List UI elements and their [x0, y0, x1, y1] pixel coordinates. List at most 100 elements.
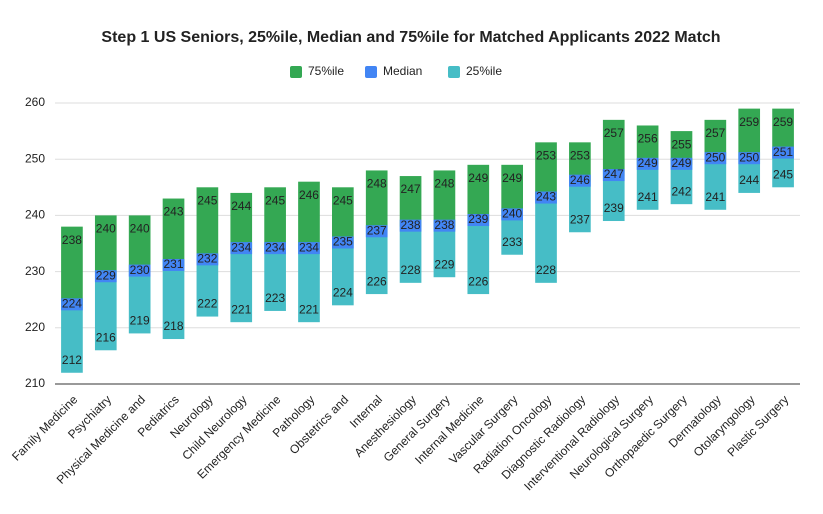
data-label: 247	[401, 182, 421, 196]
median-band	[298, 242, 320, 255]
data-label: 249	[638, 156, 658, 170]
median-band	[94, 270, 117, 283]
data-label: 233	[502, 235, 522, 249]
median-band	[738, 152, 761, 165]
bar-median-to-75	[94, 215, 117, 278]
bar-median-to-75	[196, 187, 219, 261]
data-label: 246	[299, 188, 319, 202]
data-label: 238	[62, 233, 82, 247]
bar-median-to-75	[332, 187, 354, 244]
bar-median-to-75	[264, 187, 286, 250]
data-label: 245	[197, 193, 217, 207]
median-band	[569, 174, 591, 187]
bar-25-to-median	[399, 226, 422, 283]
median-band	[332, 236, 354, 249]
x-tick-label: Obstetrics and	[287, 392, 352, 457]
data-label: 223	[265, 291, 285, 305]
median-band	[467, 214, 490, 227]
data-label: 249	[502, 171, 522, 185]
bar-25-to-median	[264, 249, 286, 311]
data-label: 224	[333, 285, 353, 299]
data-label: 248	[434, 177, 454, 191]
bar-25-to-median	[162, 265, 185, 340]
data-label: 235	[333, 235, 353, 249]
bar-25-to-median	[230, 249, 253, 323]
data-label: 232	[197, 252, 217, 266]
median-band	[230, 242, 253, 255]
bar-25-to-median	[704, 159, 727, 210]
legend-label: Median	[383, 64, 422, 78]
bar-median-to-75	[501, 164, 523, 216]
data-label: 255	[671, 137, 691, 151]
data-label: 243	[536, 190, 556, 204]
data-label: 251	[773, 145, 793, 159]
median-band	[433, 219, 456, 232]
chart-title: Step 1 US Seniors, 25%ile, Median and 75…	[101, 29, 720, 46]
median-band	[162, 258, 185, 271]
data-label: 242	[671, 184, 691, 198]
data-label: 219	[130, 314, 150, 328]
data-label: 244	[231, 199, 251, 213]
median-band	[704, 152, 727, 165]
median-band	[535, 191, 557, 204]
bar-25-to-median	[365, 232, 388, 295]
data-label: 228	[401, 263, 421, 277]
bar-25-to-median	[61, 305, 83, 373]
bar-median-to-75	[467, 164, 490, 222]
y-tick-label: 230	[25, 264, 45, 278]
data-label: 234	[265, 240, 285, 254]
data-label: 245	[773, 167, 793, 181]
data-label: 226	[367, 274, 387, 288]
median-band	[365, 225, 388, 238]
data-label: 241	[705, 190, 725, 204]
bar-25-to-median	[332, 243, 354, 306]
bar-median-to-75	[535, 142, 557, 199]
data-label: 239	[468, 212, 488, 226]
data-label: 230	[130, 263, 150, 277]
data-label: 250	[739, 150, 759, 164]
data-label: 239	[604, 201, 624, 215]
y-tick-label: 260	[25, 95, 45, 109]
data-label: 247	[604, 167, 624, 181]
data-label: 245	[265, 193, 285, 207]
data-label: 250	[705, 150, 725, 164]
bar-median-to-75	[128, 215, 151, 272]
data-label: 248	[367, 177, 387, 191]
bar-median-to-75	[636, 125, 659, 165]
data-label: 228	[536, 263, 556, 277]
data-label: 221	[231, 302, 251, 316]
bar-25-to-median	[569, 181, 591, 233]
data-label: 253	[536, 149, 556, 163]
median-band	[670, 157, 693, 170]
data-label: 238	[434, 218, 454, 232]
data-label: 234	[231, 240, 251, 254]
median-band	[196, 253, 219, 266]
bar-median-to-75	[162, 198, 185, 266]
bar-median-to-75	[365, 170, 388, 233]
data-label: 229	[96, 268, 116, 282]
bar-median-to-75	[433, 170, 456, 227]
data-label: 212	[62, 353, 82, 367]
data-label: 224	[62, 296, 82, 310]
bar-median-to-75	[772, 108, 794, 154]
bar-25-to-median	[670, 164, 693, 205]
data-label: 246	[570, 173, 590, 187]
bar-25-to-median	[738, 159, 761, 193]
data-label: 244	[739, 173, 759, 187]
y-tick-label: 220	[25, 320, 45, 334]
bar-25-to-median	[636, 164, 659, 210]
legend-swatch	[290, 66, 302, 78]
bar-median-to-75	[738, 108, 761, 160]
bar-median-to-75	[670, 131, 693, 165]
data-label: 222	[197, 297, 217, 311]
y-tick-label: 210	[25, 376, 45, 390]
data-label: 259	[739, 115, 759, 129]
data-label: 216	[96, 330, 116, 344]
bar-median-to-75	[230, 192, 253, 250]
data-label: 257	[705, 126, 725, 140]
bar-median-to-75	[704, 119, 727, 160]
data-label: 218	[164, 319, 184, 333]
data-label: 249	[468, 171, 488, 185]
bar-median-to-75	[399, 176, 422, 227]
x-tick-label: Plastic Surgery	[724, 392, 791, 459]
